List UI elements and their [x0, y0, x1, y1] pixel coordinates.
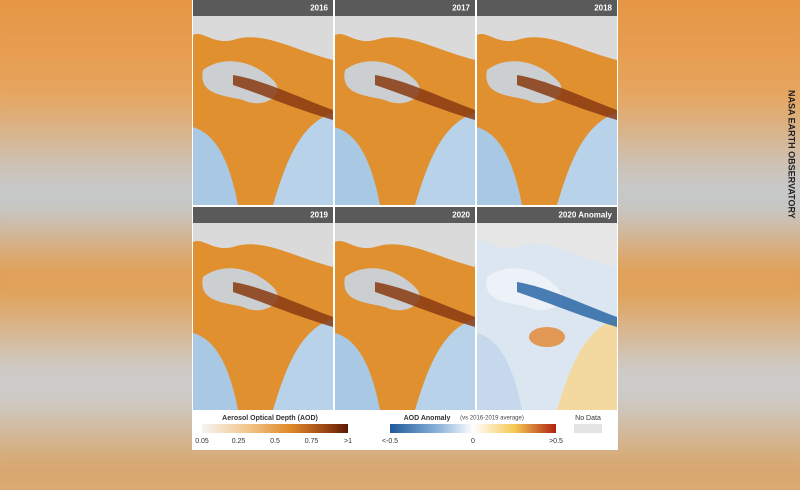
credit-text: NASA EARTH OBSERVATORY [787, 90, 797, 219]
sea-east [273, 112, 333, 205]
map-tile: 2020 [335, 207, 475, 410]
tile-label: 2019 [310, 211, 328, 220]
ganges-band [517, 282, 617, 327]
sea-east [557, 318, 617, 410]
tile-header [477, 0, 617, 16]
map-tile: 2016 [193, 0, 333, 205]
mountain-region [335, 16, 475, 60]
aod-tick-label: 0.75 [305, 438, 319, 445]
ganges-band [233, 75, 333, 120]
aod-tick-label: 0.5 [270, 438, 280, 445]
central-anomaly [529, 327, 565, 347]
tile-label: 2016 [310, 4, 328, 13]
aod-tick-label: >1 [344, 438, 352, 445]
credit: NASA EARTH OBSERVATORY [787, 90, 797, 219]
mountain-region [193, 223, 333, 267]
sea-west [193, 127, 238, 205]
tile-header [335, 0, 475, 16]
map-tile: 2018 [477, 0, 617, 205]
anomaly-colorbar [390, 424, 556, 433]
ganges-band [375, 282, 475, 327]
tile-label: 2020 Anomaly [558, 211, 612, 220]
map-tile: 2020 Anomaly [477, 207, 617, 410]
map-tile: 2017 [335, 0, 475, 205]
mountain-region [193, 16, 333, 60]
map-panel: 2016 2017 2018 2019 2020 2020 Anomaly Aerosol… [192, 0, 618, 450]
mountain-region [477, 223, 617, 267]
ganges-band [375, 75, 475, 120]
tile-label: 2018 [594, 4, 612, 13]
tile-label: 2017 [452, 4, 470, 13]
sea-east [557, 112, 617, 205]
tile-label: 2020 [452, 211, 470, 220]
aod-tick-label: 0.25 [232, 438, 246, 445]
anomaly-tick-label: 0 [471, 438, 475, 445]
tile-header [193, 0, 333, 16]
sea-west [477, 332, 522, 410]
no-data-label: No Data [575, 415, 601, 422]
mountain-region [477, 16, 617, 60]
sea-west [193, 332, 238, 410]
legend-subtitle: (vs 2016-2019 average) [460, 416, 524, 422]
aod-colorbar [202, 424, 348, 433]
map-tile: 2019 [193, 207, 333, 410]
sea-west [335, 332, 380, 410]
ganges-band [233, 282, 333, 327]
sea-east [273, 318, 333, 410]
legend-title: Aerosol Optical Depth (AOD) [222, 415, 318, 422]
tile-header [335, 207, 475, 223]
tile-header [193, 207, 333, 223]
sea-east [415, 318, 475, 410]
anomaly-tick-label: <-0.5 [382, 438, 398, 445]
ganges-band [517, 75, 617, 120]
sea-west [335, 127, 380, 205]
legend-title: AOD Anomaly [404, 415, 451, 422]
aod-tick-label: 0.05 [195, 438, 209, 445]
anomaly-tick-label: >0.5 [549, 438, 563, 445]
sea-west [477, 127, 522, 205]
tile-header [477, 207, 617, 223]
no-data-swatch [574, 424, 602, 433]
sea-east [415, 112, 475, 205]
mountain-region [335, 223, 475, 267]
